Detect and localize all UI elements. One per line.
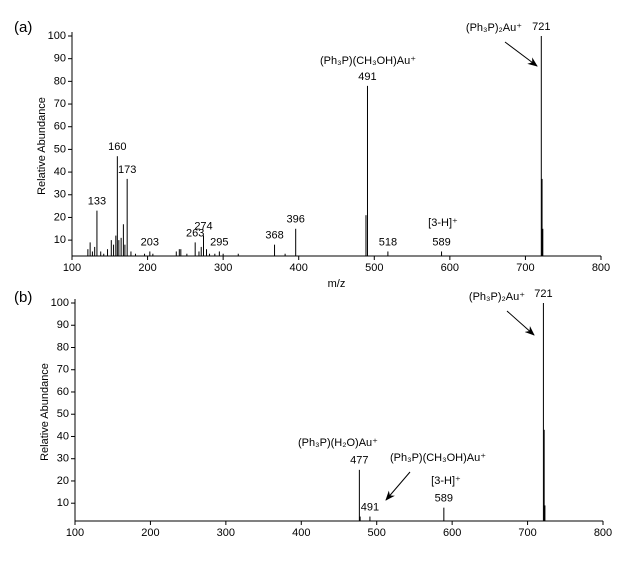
y-tick-label: 80 xyxy=(54,75,66,87)
y-tick-label: 100 xyxy=(51,297,69,309)
peak-label: 133 xyxy=(88,196,106,208)
x-tick-label: 100 xyxy=(63,262,81,274)
peak-label: 368 xyxy=(265,230,283,242)
x-tick-label: 300 xyxy=(214,262,232,274)
peak-label: 721 xyxy=(532,21,550,33)
y-tick-label: 10 xyxy=(54,234,66,246)
x-tick-label: 600 xyxy=(441,262,459,274)
y-tick-label: 10 xyxy=(57,497,69,509)
y-tick-label: 40 xyxy=(57,430,69,442)
peak-label: 518 xyxy=(379,236,397,248)
x-tick-label: 400 xyxy=(292,527,310,539)
x-tick-label: 700 xyxy=(516,262,534,274)
y-tick-label: 40 xyxy=(54,166,66,178)
x-tick-label: 500 xyxy=(365,262,383,274)
y-tick-label: 100 xyxy=(48,30,66,42)
x-tick-label: 200 xyxy=(141,527,159,539)
peak-label: 396 xyxy=(287,214,305,226)
y-axis-title: Relative Abundance xyxy=(39,363,51,461)
y-tick-label: 30 xyxy=(57,453,69,465)
y-tick-label: 90 xyxy=(57,319,69,331)
y-tick-label: 70 xyxy=(57,364,69,376)
y-tick-label: 90 xyxy=(54,53,66,65)
y-tick-label: 20 xyxy=(57,475,69,487)
peak-label: 203 xyxy=(141,236,159,248)
y-tick-label: 30 xyxy=(54,189,66,201)
annotation: (Ph₃P)₂Au⁺ xyxy=(469,291,525,303)
x-tick-label: 400 xyxy=(290,262,308,274)
x-tick-label: 200 xyxy=(138,262,156,274)
peak-label: 589 xyxy=(432,236,450,248)
annotation: (Ph₃P)(CH₃OH)Au⁺ xyxy=(390,452,486,464)
y-tick-label: 50 xyxy=(57,408,69,420)
peak-label: 491 xyxy=(358,71,376,83)
arrow xyxy=(506,310,535,336)
arrow xyxy=(504,41,538,67)
peak-label: 295 xyxy=(210,236,228,248)
peak-label: 491 xyxy=(361,501,379,513)
x-tick-label: 800 xyxy=(592,262,610,274)
annotation: [3-H]⁺ xyxy=(431,475,461,487)
y-tick-label: 60 xyxy=(54,121,66,133)
peak-label: 263 xyxy=(186,227,204,239)
x-tick-label: 300 xyxy=(217,527,235,539)
peak-label: 173 xyxy=(118,164,136,176)
y-tick-label: 60 xyxy=(57,386,69,398)
annotation: (Ph₃P)(CH₃OH)Au⁺ xyxy=(320,55,416,67)
x-tick-label: 500 xyxy=(368,527,386,539)
annotation: (Ph₃P)(H₂O)Au⁺ xyxy=(298,437,378,449)
x-tick-label: 600 xyxy=(443,527,461,539)
peak-label: 160 xyxy=(108,141,126,153)
x-tick-label: 700 xyxy=(518,527,536,539)
peak-label: 274 xyxy=(194,220,212,232)
y-axis-title: Relative Abundance xyxy=(36,97,48,195)
y-tick-label: 70 xyxy=(54,98,66,110)
y-tick-label: 80 xyxy=(57,341,69,353)
annotation: (Ph₃P)₂Au⁺ xyxy=(466,22,522,34)
panel-label: (b) xyxy=(14,289,32,306)
x-tick-label: 800 xyxy=(594,527,612,539)
peak-label: 589 xyxy=(435,493,453,505)
y-tick-label: 50 xyxy=(54,143,66,155)
x-tick-label: 100 xyxy=(66,527,84,539)
x-axis-title: m/z xyxy=(328,278,346,290)
peak-label: 477 xyxy=(350,455,368,467)
peak-label: 721 xyxy=(534,288,552,300)
arrow xyxy=(385,471,411,501)
y-tick-label: 20 xyxy=(54,211,66,223)
panel-label: (a) xyxy=(14,19,32,36)
annotation: [3-H]⁺ xyxy=(428,217,458,229)
